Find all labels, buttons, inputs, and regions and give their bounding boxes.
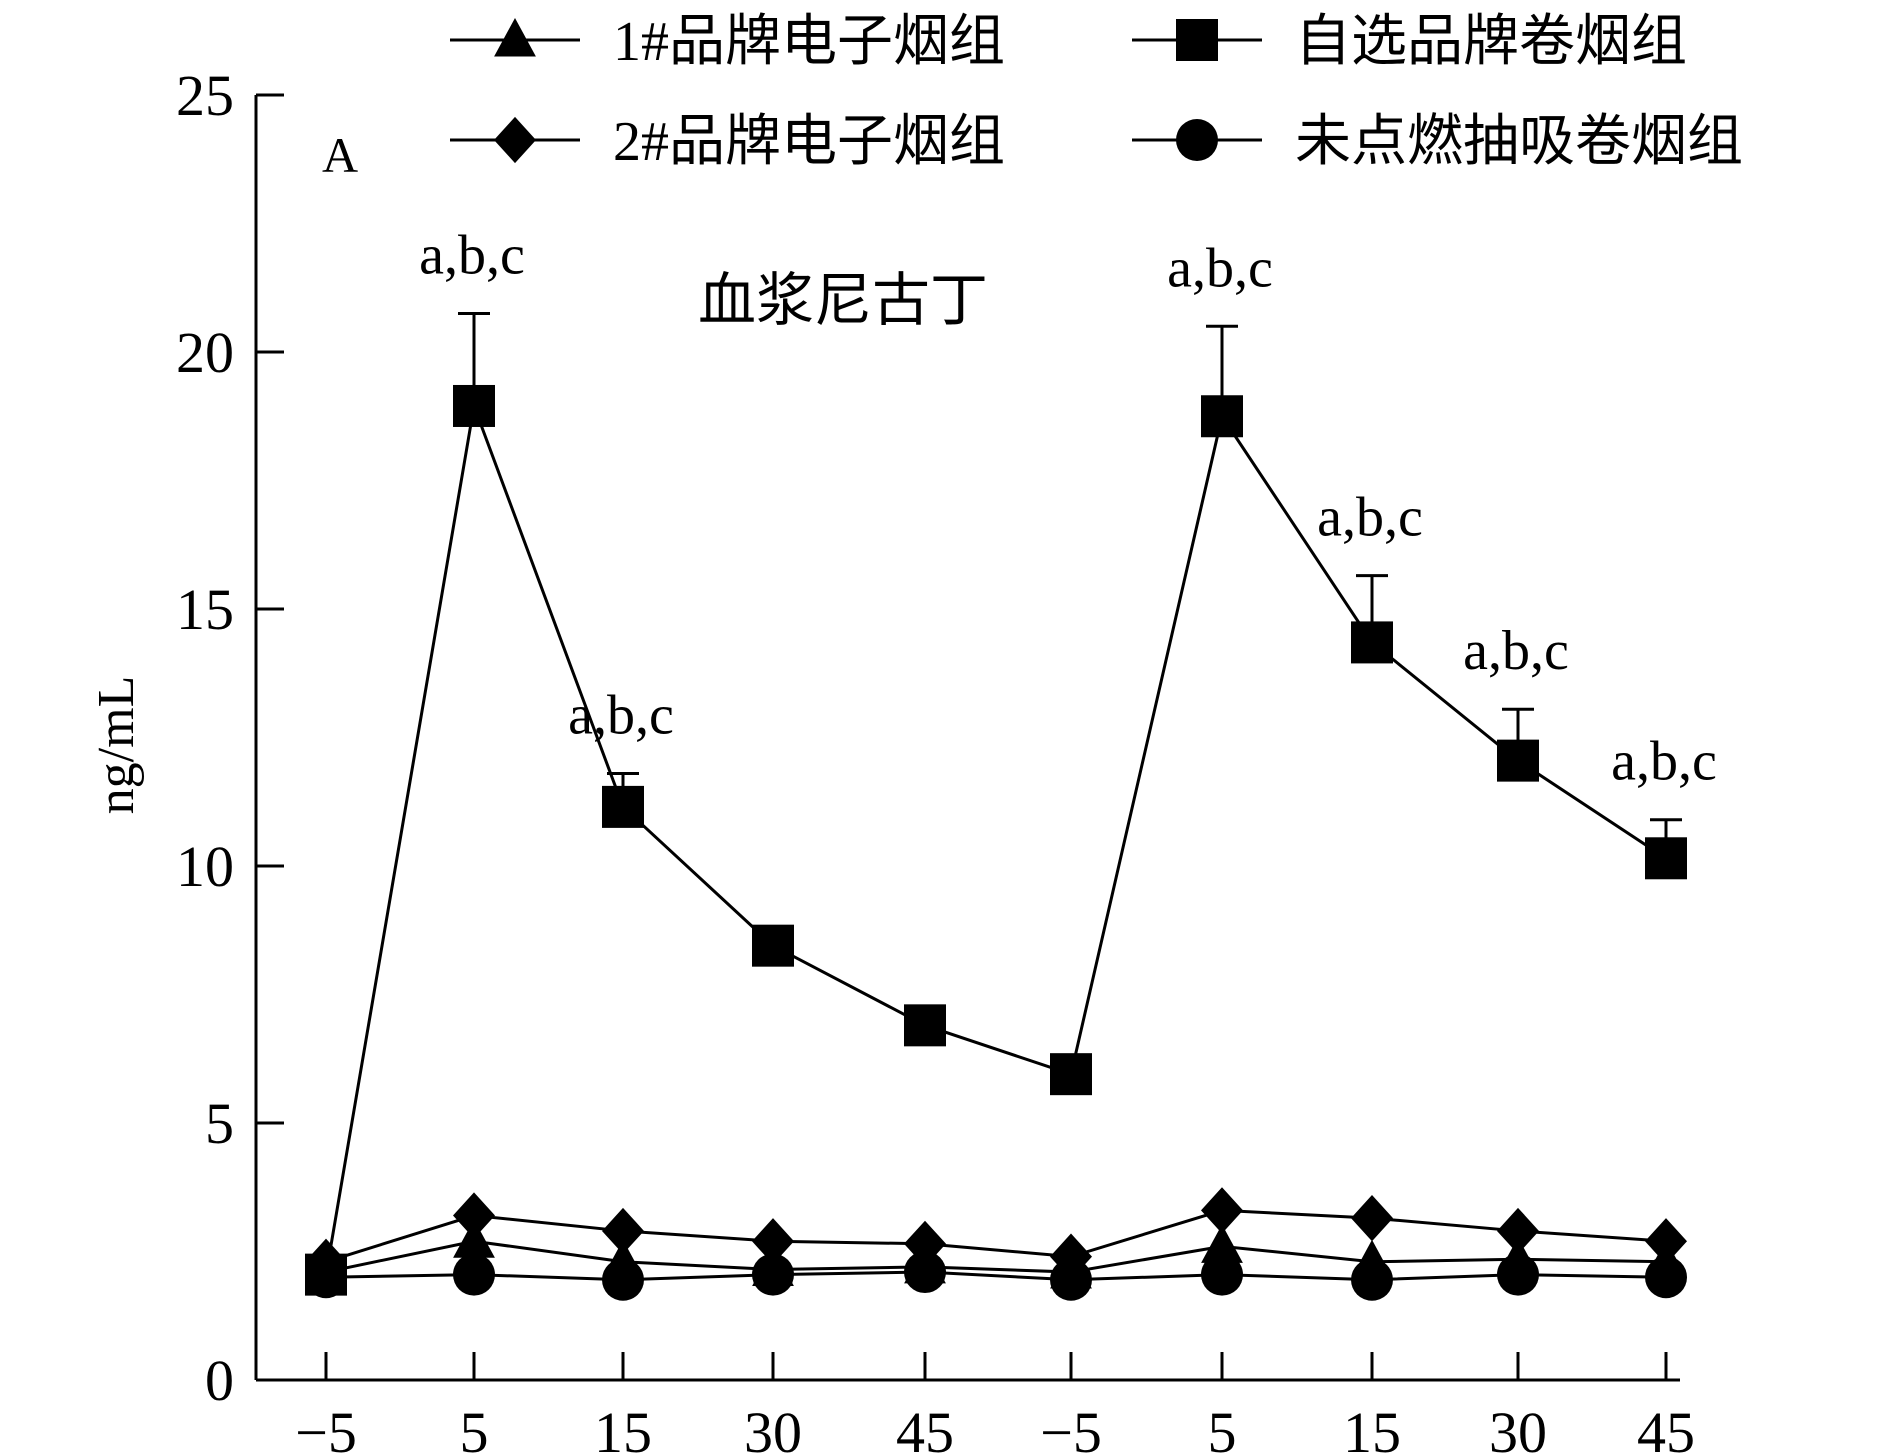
series-lines [324, 400, 1667, 1282]
data-point-square [1201, 395, 1243, 438]
y-tick-label: 25 [176, 63, 234, 128]
axes: 0 5 10 15 20 25 −5 5 15 30 45 −5 5 15 30 45 [176, 63, 1695, 1454]
significance-label: a,b,c [568, 684, 674, 746]
significance-label: a,b,c [1611, 731, 1717, 793]
x-tick-label: 45 [1637, 1400, 1695, 1454]
legend-item-triangle: 1#品牌电子烟组 [450, 11, 1005, 73]
y-tick-label: 10 [176, 834, 234, 899]
panel-label: A [322, 127, 358, 183]
y-tick-label: 15 [176, 577, 234, 642]
x-tick-label: 15 [594, 1400, 652, 1454]
legend-marker-triangle [494, 18, 536, 57]
legend: 1#品牌电子烟组 自选品牌卷烟组 2#品牌电子烟组 未点燃抽吸卷烟组 [450, 11, 1743, 173]
data-point-circle [1050, 1258, 1092, 1301]
x-tick-label: 30 [744, 1400, 802, 1454]
data-point-circle [752, 1253, 794, 1296]
series-line-circle [325, 1270, 1667, 1282]
legend-item-square: 自选品牌卷烟组 [1132, 11, 1687, 73]
data-point-square [305, 1253, 347, 1296]
data-point-triangle [453, 1219, 495, 1258]
data-point-circle [1645, 1256, 1687, 1299]
data-point-square [1645, 837, 1687, 880]
y-tick-label: 5 [205, 1091, 234, 1156]
chart-title: 血浆尼古丁 [698, 268, 988, 333]
data-point-square [1050, 1053, 1092, 1096]
x-tick-label: −5 [295, 1400, 357, 1454]
x-tick-label: 30 [1489, 1400, 1547, 1454]
legend-marker-diamond [494, 116, 536, 164]
data-point-diamond [752, 1218, 794, 1265]
data-point-square [752, 924, 794, 967]
legend-label: 自选品牌卷烟组 [1295, 11, 1687, 73]
y-axis-label: ng/mL [88, 676, 145, 815]
significance-label: a,b,c [419, 224, 525, 286]
data-point-square [1351, 621, 1393, 664]
significance-annotations: a,b,c a,b,c a,b,c a,b,c a,b,c a,b,c [419, 224, 1717, 792]
legend-label: 2#品牌电子烟组 [613, 111, 1005, 173]
series-line-diamond [325, 1208, 1667, 1264]
y-tick-label: 0 [205, 1348, 234, 1413]
series-line-triangle [325, 1239, 1667, 1274]
data-point-diamond [602, 1207, 644, 1255]
data-point-diamond [453, 1192, 495, 1239]
data-point-circle [602, 1258, 644, 1301]
data-point-square [602, 785, 644, 828]
data-point-circle [1201, 1253, 1243, 1296]
data-point-square [453, 384, 495, 427]
x-tick-label: 5 [1208, 1400, 1237, 1454]
legend-label: 未点燃抽吸卷烟组 [1295, 111, 1743, 173]
data-point-square [1497, 739, 1539, 782]
series-markers [305, 384, 1687, 1301]
x-tick-label: 45 [896, 1400, 954, 1454]
significance-label: a,b,c [1463, 620, 1569, 682]
data-point-diamond [1351, 1194, 1393, 1242]
x-tick-label: −5 [1040, 1400, 1102, 1454]
legend-marker-circle [1176, 119, 1218, 161]
legend-item-circle: 未点燃抽吸卷烟组 [1132, 111, 1743, 173]
x-tick-label: 5 [460, 1400, 489, 1454]
data-point-triangle [1201, 1224, 1243, 1263]
significance-label: a,b,c [1167, 237, 1273, 299]
data-point-diamond [1497, 1207, 1539, 1255]
data-point-circle [453, 1253, 495, 1296]
legend-marker-square [1176, 19, 1218, 61]
x-tick-label: 15 [1343, 1400, 1401, 1454]
data-point-circle [1351, 1258, 1393, 1301]
legend-item-diamond: 2#品牌电子烟组 [450, 111, 1005, 173]
data-point-circle [904, 1251, 946, 1294]
data-point-diamond [1201, 1187, 1243, 1234]
series-line-square [324, 400, 1667, 1275]
y-tick-label: 20 [176, 320, 234, 385]
significance-label: a,b,c [1317, 487, 1423, 549]
data-point-circle [1497, 1253, 1539, 1296]
data-point-square [904, 1004, 946, 1047]
legend-label: 1#品牌电子烟组 [613, 11, 1005, 73]
